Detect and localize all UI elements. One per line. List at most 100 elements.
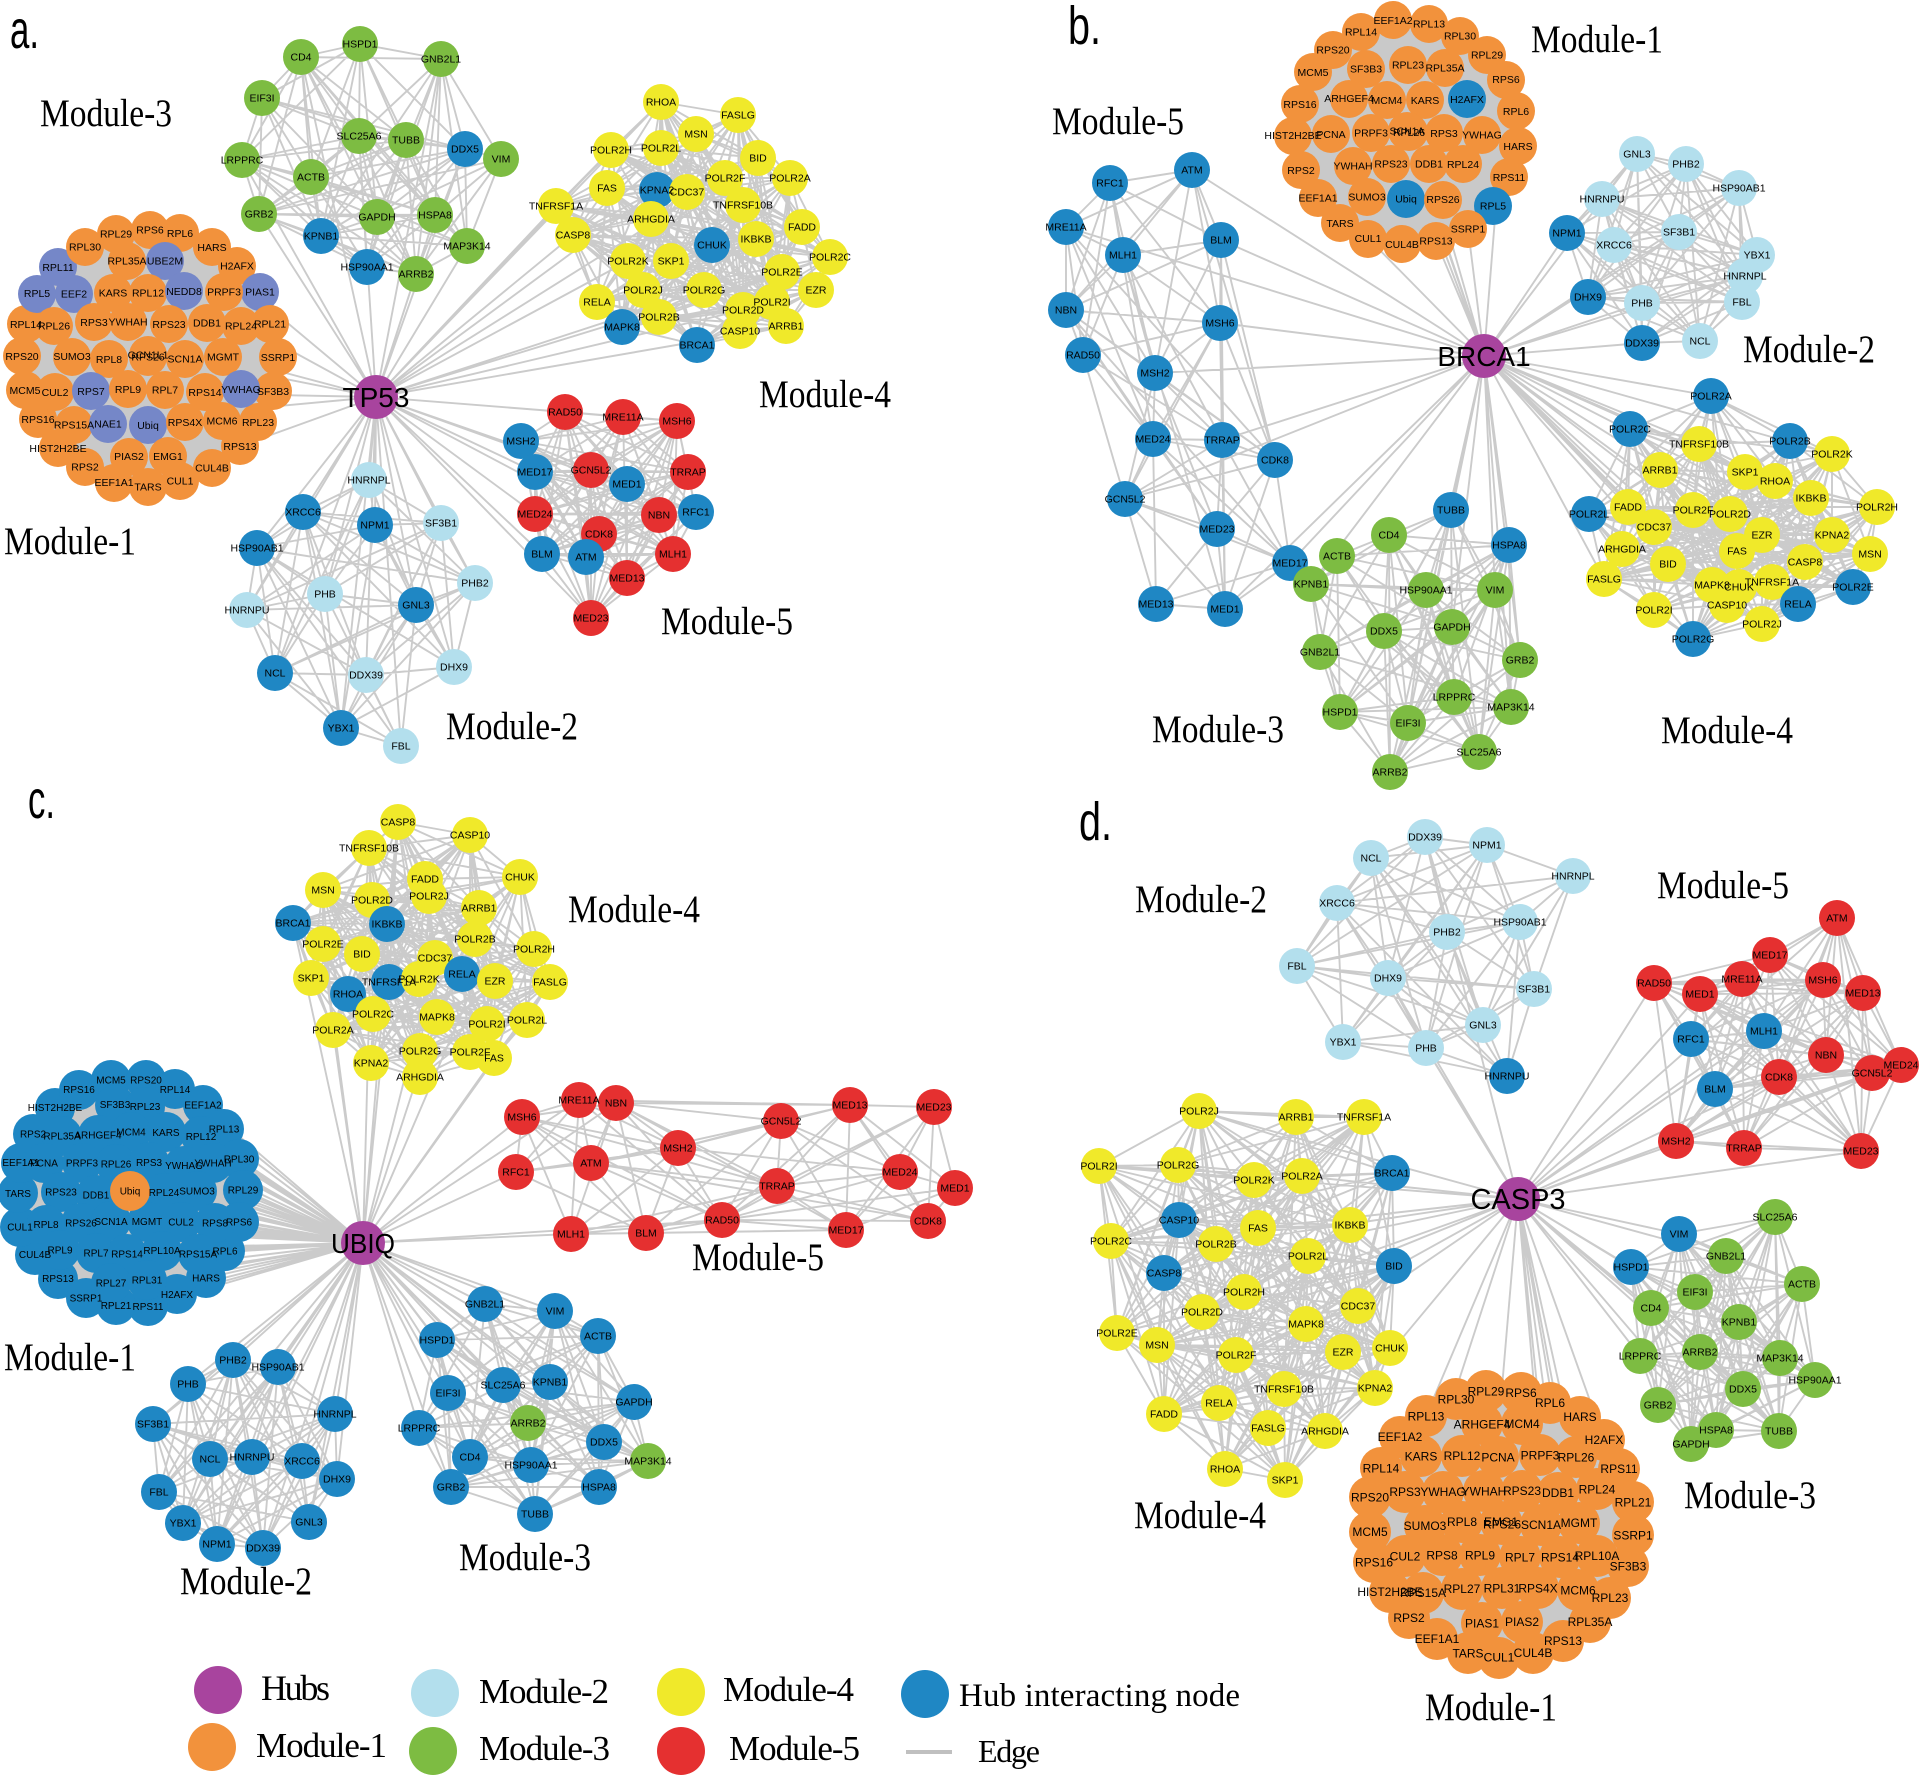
svg-text:FASLG: FASLG <box>533 977 567 989</box>
svg-text:MRE11A: MRE11A <box>1721 974 1762 986</box>
svg-text:EEF1A1: EEF1A1 <box>1298 192 1337 204</box>
svg-text:MED13: MED13 <box>832 1100 867 1112</box>
svg-text:CDK8: CDK8 <box>585 529 613 541</box>
svg-text:RPL26: RPL26 <box>1558 1451 1595 1465</box>
svg-text:MCM5: MCM5 <box>1352 1525 1388 1539</box>
svg-text:RPL29: RPL29 <box>1468 1384 1505 1398</box>
svg-text:CASP3: CASP3 <box>1470 1184 1565 1216</box>
svg-text:POLR2A: POLR2A <box>769 173 810 185</box>
svg-text:CUL4B: CUL4B <box>195 463 229 475</box>
svg-text:DDX39: DDX39 <box>1408 832 1442 844</box>
svg-text:BRCA1: BRCA1 <box>1374 1168 1409 1180</box>
svg-text:RFC1: RFC1 <box>1677 1034 1705 1046</box>
svg-text:SF3B3: SF3B3 <box>257 386 289 398</box>
svg-text:EEF1A1: EEF1A1 <box>94 477 133 489</box>
svg-text:POLR2L: POLR2L <box>507 1015 547 1027</box>
svg-text:CASP10: CASP10 <box>720 326 760 338</box>
svg-text:Module-4: Module-4 <box>759 373 891 416</box>
svg-text:ARRB1: ARRB1 <box>1642 465 1677 477</box>
svg-text:NBN: NBN <box>648 510 670 522</box>
svg-text:PCNA: PCNA <box>1316 129 1345 141</box>
svg-text:FADD: FADD <box>1614 502 1642 514</box>
svg-text:CASP8: CASP8 <box>1788 557 1823 569</box>
svg-text:ARHGEF4: ARHGEF4 <box>1454 1417 1511 1431</box>
svg-text:RPL29: RPL29 <box>100 229 132 241</box>
svg-text:MED1: MED1 <box>1210 604 1239 616</box>
svg-text:RPL21: RPL21 <box>101 1301 132 1312</box>
svg-text:PRPF3: PRPF3 <box>1354 128 1388 140</box>
svg-text:RPL14: RPL14 <box>10 319 42 331</box>
svg-text:PHB: PHB <box>1631 298 1653 310</box>
svg-text:TRRAP: TRRAP <box>670 467 706 479</box>
svg-text:RPS26: RPS26 <box>131 352 164 364</box>
svg-text:PHB: PHB <box>314 589 336 601</box>
svg-text:DDB1: DDB1 <box>193 317 221 329</box>
svg-text:HSPA8: HSPA8 <box>582 1482 616 1494</box>
svg-text:GRB2: GRB2 <box>1506 655 1535 667</box>
svg-text:BLM: BLM <box>635 1228 657 1240</box>
svg-text:MED24: MED24 <box>1135 434 1170 446</box>
svg-text:MSH2: MSH2 <box>1140 368 1169 380</box>
svg-text:PRPF3: PRPF3 <box>66 1159 99 1170</box>
svg-text:FADD: FADD <box>411 874 439 886</box>
svg-text:a.: a. <box>10 0 39 60</box>
svg-text:RPL6: RPL6 <box>1535 1396 1565 1410</box>
svg-text:PHB: PHB <box>1415 1043 1437 1055</box>
svg-text:EMG1: EMG1 <box>153 451 183 463</box>
svg-text:RPS13: RPS13 <box>42 1274 74 1285</box>
svg-text:RPS14: RPS14 <box>188 387 221 399</box>
svg-text:ATM: ATM <box>575 552 596 564</box>
svg-text:RAD50: RAD50 <box>705 1215 739 1227</box>
svg-text:RHOA: RHOA <box>333 989 363 1001</box>
svg-text:GCN5L2: GCN5L2 <box>571 465 612 477</box>
svg-text:TUBB: TUBB <box>521 1509 549 1521</box>
svg-text:RPL35A: RPL35A <box>43 1132 81 1143</box>
svg-text:SF3B3: SF3B3 <box>1350 64 1382 76</box>
svg-text:CUL4B: CUL4B <box>1514 1646 1553 1660</box>
svg-text:KPNB1: KPNB1 <box>304 231 339 243</box>
svg-text:RPL30: RPL30 <box>224 1154 255 1165</box>
svg-text:RPS2: RPS2 <box>1393 1611 1425 1625</box>
svg-text:RELA: RELA <box>1205 1398 1232 1410</box>
svg-text:RPS20: RPS20 <box>1351 1491 1389 1505</box>
svg-text:TARS: TARS <box>1326 218 1353 230</box>
svg-text:RPL30: RPL30 <box>69 241 101 253</box>
svg-text:CDK8: CDK8 <box>1765 1072 1793 1084</box>
svg-text:CUL1: CUL1 <box>167 476 194 488</box>
svg-text:HIST2H2BE: HIST2H2BE <box>1357 1585 1422 1599</box>
svg-text:POLR2F: POLR2F <box>450 1047 491 1059</box>
svg-text:CDC37: CDC37 <box>418 953 453 965</box>
svg-text:Module-3: Module-3 <box>479 1729 610 1768</box>
svg-text:HNRNPU: HNRNPU <box>1580 194 1625 206</box>
svg-text:RPL5: RPL5 <box>1480 201 1506 213</box>
svg-text:c.: c. <box>28 770 55 830</box>
svg-text:PIAS2: PIAS2 <box>114 451 144 463</box>
svg-text:BID: BID <box>353 949 371 961</box>
svg-text:RPL21: RPL21 <box>254 319 286 331</box>
svg-text:RPL29: RPL29 <box>228 1186 259 1197</box>
svg-text:POLR2L: POLR2L <box>1569 509 1609 521</box>
svg-text:H2AFX: H2AFX <box>161 1290 194 1301</box>
svg-text:CHUK: CHUK <box>1724 582 1754 594</box>
svg-text:MLH1: MLH1 <box>1109 250 1137 262</box>
svg-text:DHX9: DHX9 <box>440 662 468 674</box>
svg-text:BLM: BLM <box>531 549 553 561</box>
svg-text:SKP1: SKP1 <box>298 973 325 985</box>
svg-text:EEF1A1: EEF1A1 <box>2 1158 40 1169</box>
svg-text:HSPA8: HSPA8 <box>1699 1425 1733 1437</box>
svg-text:GRB2: GRB2 <box>1644 1400 1673 1412</box>
svg-text:POLR2I: POLR2I <box>1080 1161 1117 1173</box>
svg-text:HSPD1: HSPD1 <box>419 1335 454 1347</box>
svg-text:CHUK: CHUK <box>505 872 535 884</box>
svg-text:CD4: CD4 <box>1640 1303 1661 1315</box>
svg-text:UBIQ: UBIQ <box>331 1228 395 1259</box>
svg-text:RPL23: RPL23 <box>1592 1591 1629 1605</box>
svg-text:RPS23: RPS23 <box>1503 1484 1541 1498</box>
svg-text:RPL8: RPL8 <box>33 1220 58 1231</box>
svg-text:MSH2: MSH2 <box>1661 1136 1690 1148</box>
svg-text:RPL31: RPL31 <box>1484 1581 1521 1595</box>
svg-text:HSPD1: HSPD1 <box>342 39 377 51</box>
svg-text:RPL13: RPL13 <box>209 1125 240 1136</box>
svg-text:MED1: MED1 <box>940 1183 969 1195</box>
svg-text:Module-5: Module-5 <box>661 600 793 643</box>
